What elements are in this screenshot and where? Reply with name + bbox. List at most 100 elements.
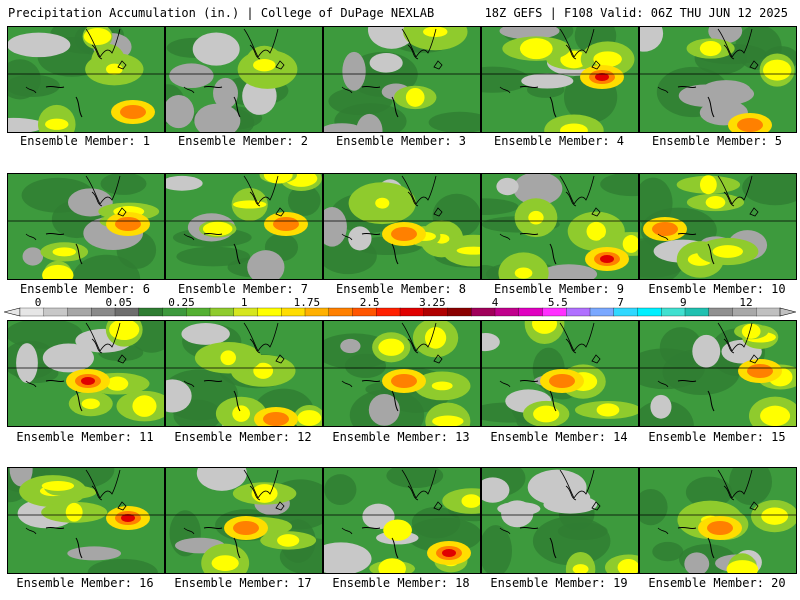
colorbar-tick-label: 12 (739, 296, 752, 309)
ensemble-member-label: Ensemble Member: 13 (332, 430, 470, 444)
colorbar-swatch (589, 307, 615, 317)
ensemble-panel (165, 26, 323, 133)
page-title: Precipitation Accumulation (in.) | Colle… (8, 6, 435, 20)
precip-field-map (482, 468, 638, 573)
ensemble-panel (323, 173, 481, 280)
ensemble-member-label: Ensemble Member: 1 (19, 134, 151, 148)
colorbar-tick-label: 0 (35, 296, 42, 309)
ensemble-panel (481, 467, 639, 574)
colorbar-swatch (233, 307, 259, 317)
ensemble-member-label: Ensemble Member: 9 (493, 282, 625, 296)
precip-field-map (482, 174, 638, 279)
colorbar-swatch (19, 307, 45, 317)
ensemble-member-label: Ensemble Member: 18 (332, 576, 470, 590)
ensemble-panel (165, 173, 323, 280)
colorbar-swatch (209, 307, 235, 317)
colorbar-swatch (566, 307, 591, 317)
colorbar-swatch (471, 307, 496, 317)
colorbar-swatch (494, 307, 520, 317)
colorbar-swatch (637, 307, 662, 317)
colorbar-swatch (257, 307, 282, 317)
ensemble-member-label: Ensemble Member: 11 (16, 430, 154, 444)
ensemble-panel (639, 320, 797, 427)
ensemble-panel (481, 26, 639, 133)
ensemble-panel (481, 173, 639, 280)
precip-field-map (166, 468, 322, 573)
colorbar-swatch (684, 307, 710, 317)
colorbar-swatch (447, 307, 472, 317)
ensemble-panel (639, 467, 797, 574)
colorbar-max-arrow (779, 307, 796, 317)
ensemble-panel (323, 26, 481, 133)
ensemble-panel (7, 467, 165, 574)
ensemble-member-label: Ensemble Member: 16 (16, 576, 154, 590)
ensemble-panel (7, 26, 165, 133)
colorbar-tick-label: 0.25 (168, 296, 195, 309)
colorbar-tick-label: 1.75 (294, 296, 321, 309)
precip-field-map (640, 468, 796, 573)
colorbar-swatch (91, 307, 116, 317)
ensemble-member-label: Ensemble Member: 7 (177, 282, 309, 296)
ensemble-panel (7, 173, 165, 280)
ensemble-member-label: Ensemble Member: 6 (19, 282, 151, 296)
ensemble-member-label: Ensemble Member: 8 (335, 282, 467, 296)
precip-field-map (8, 468, 164, 573)
precip-field-map (324, 321, 480, 426)
ensemble-member-label: Ensemble Member: 3 (335, 134, 467, 148)
colorbar-swatch (376, 307, 401, 317)
precip-field-map (640, 27, 796, 132)
colorbar-tick-label: 0.05 (105, 296, 132, 309)
ensemble-panel (481, 320, 639, 427)
precip-field-map (8, 27, 164, 132)
ensemble-member-label: Ensemble Member: 2 (177, 134, 309, 148)
colorbar-swatch (708, 307, 734, 317)
precip-field-map (482, 27, 638, 132)
colorbar-swatch (661, 307, 686, 317)
precip-field-map (324, 174, 480, 279)
ensemble-panel (639, 173, 797, 280)
colorbar-swatch (114, 307, 140, 317)
ensemble-member-label: Ensemble Member: 14 (490, 430, 628, 444)
run-info: 18Z GEFS | F108 Valid: 06Z THU JUN 12 20… (484, 6, 788, 20)
ensemble-member-label: Ensemble Member: 12 (174, 430, 312, 444)
precip-field-map (8, 174, 164, 279)
precip-field-map (640, 174, 796, 279)
ensemble-member-label: Ensemble Member: 17 (174, 576, 312, 590)
colorbar-swatch (328, 307, 354, 317)
precip-field-map (324, 27, 480, 132)
precip-field-map (640, 321, 796, 426)
colorbar-swatch (67, 307, 92, 317)
colorbar-swatch (162, 307, 187, 317)
ensemble-member-label: Ensemble Member: 4 (493, 134, 625, 148)
ensemble-member-label: Ensemble Member: 10 (648, 282, 786, 296)
colorbar-tick-label: 2.5 (360, 296, 380, 309)
precip-field-map (324, 468, 480, 573)
colorbar-tick-label: 9 (680, 296, 687, 309)
ensemble-member-label: Ensemble Member: 20 (648, 576, 786, 590)
colorbar-swatch (613, 307, 639, 317)
precip-field-map (482, 321, 638, 426)
precip-field-map (166, 27, 322, 132)
precip-colorbar: 0 0.05 0.25 1 1.75 2.5 3.25 4 5.5 7 9 12 (4, 296, 796, 322)
colorbar-swatch (518, 307, 544, 317)
colorbar-swatch (43, 307, 69, 317)
ensemble-member-label: Ensemble Member: 5 (651, 134, 783, 148)
ensemble-panel (165, 467, 323, 574)
colorbar-tick-label: 3.25 (419, 296, 446, 309)
colorbar-swatch (756, 307, 781, 317)
colorbar-swatch (399, 307, 425, 317)
precip-field-map (8, 321, 164, 426)
ensemble-panel (7, 320, 165, 427)
colorbar-tick-label: 4 (492, 296, 499, 309)
ensemble-member-label: Ensemble Member: 19 (490, 576, 628, 590)
ensemble-panel (639, 26, 797, 133)
precip-field-map (166, 174, 322, 279)
colorbar-swatch (352, 307, 377, 317)
colorbar-swatch (281, 307, 306, 317)
colorbar-swatch (732, 307, 757, 317)
ensemble-panel (323, 320, 481, 427)
precip-field-map (166, 321, 322, 426)
colorbar-swatch (542, 307, 567, 317)
ensemble-member-label: Ensemble Member: 15 (648, 430, 786, 444)
colorbar-swatch (138, 307, 164, 317)
